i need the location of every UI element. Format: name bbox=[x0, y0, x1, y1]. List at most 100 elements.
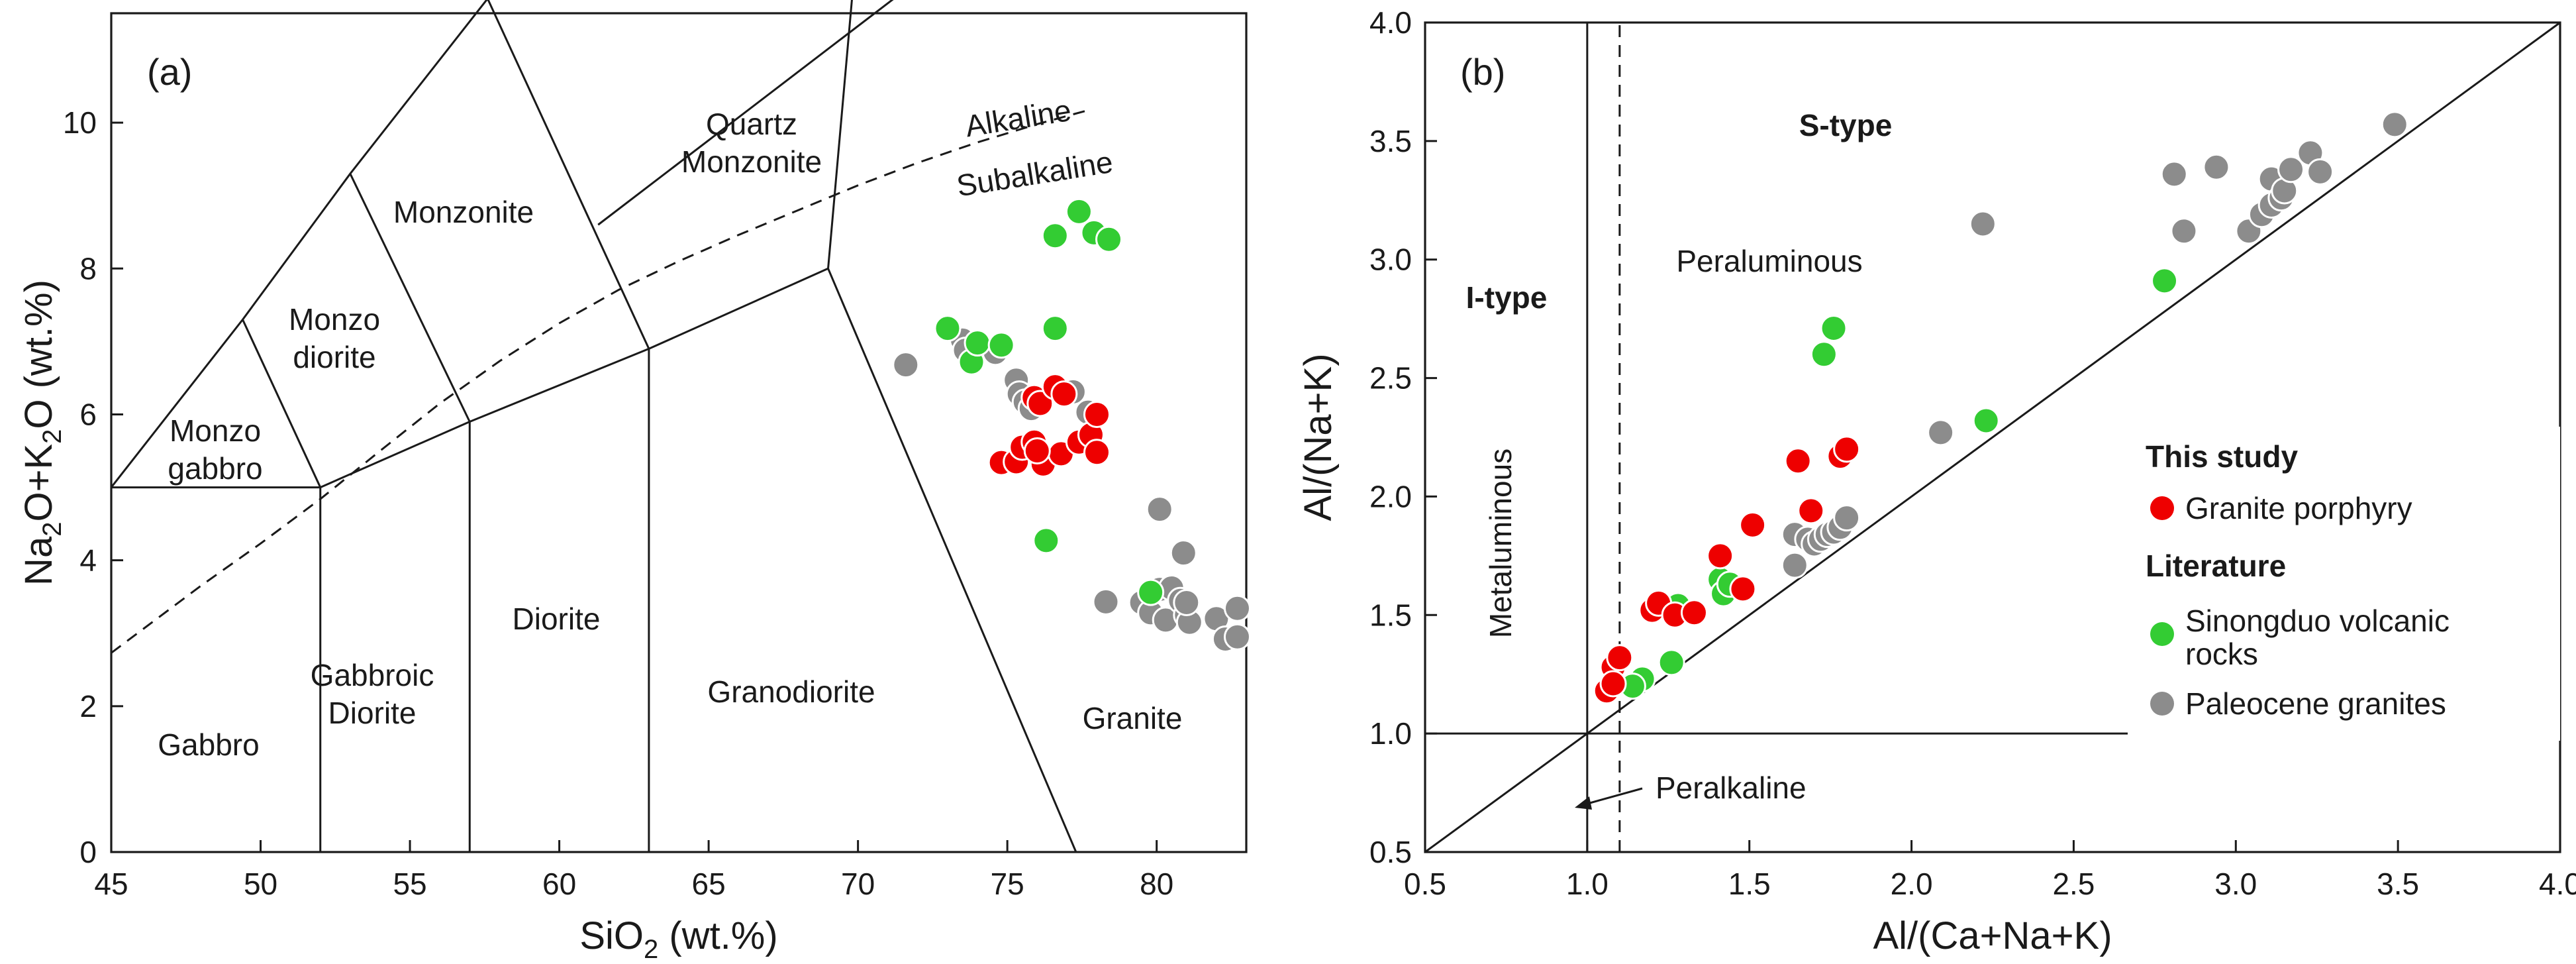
point-sinongduo-volcanic-rocks bbox=[1972, 407, 2000, 435]
field-peralkaline: Peralkaline bbox=[1656, 771, 1807, 805]
data-points-a bbox=[892, 197, 1251, 653]
x-tick-label-a: 75 bbox=[991, 867, 1024, 901]
y-axis-label-b: Al/(Na+K) bbox=[1297, 353, 1340, 521]
legend-group-this-study: This study bbox=[2146, 439, 2298, 474]
x-tick-label-b: 2.5 bbox=[2052, 867, 2095, 901]
tas-boundary-8 bbox=[827, 0, 853, 269]
field-monzo-gabbro-1: Monzo bbox=[170, 413, 261, 448]
point-granite-porphyry bbox=[1680, 599, 1708, 627]
y-tick-label-b: 0.5 bbox=[1369, 835, 1412, 869]
x-tick-label-a: 80 bbox=[1140, 867, 1173, 901]
field-monzo-gabbro-2: gabbro bbox=[168, 451, 262, 486]
point-sinongduo-volcanic-rocks bbox=[2151, 267, 2179, 295]
x-tick-label-b: 4.0 bbox=[2539, 867, 2576, 901]
field-quartz-monzonite-2: Monzonite bbox=[681, 144, 822, 179]
x-tick-label-b: 2.0 bbox=[1891, 867, 1933, 901]
point-paleocene-granites bbox=[2381, 111, 2408, 138]
legend-marker-paleocene bbox=[2150, 692, 2174, 716]
data-points-b bbox=[1593, 111, 2408, 705]
y-tick-label-b: 4.0 bbox=[1369, 5, 1412, 40]
field-monzo-diorite-2: diorite bbox=[293, 340, 375, 374]
y-axis-label-a: Na2O+K2O (wt.%) bbox=[17, 280, 67, 586]
point-granite-porphyry bbox=[1797, 497, 1825, 525]
point-granite-porphyry bbox=[1729, 575, 1757, 603]
alkaline-subalkaline-divider bbox=[111, 109, 1089, 654]
point-paleocene-granites bbox=[2306, 158, 2334, 186]
tas-boundary-0 bbox=[111, 267, 1077, 853]
point-granite-porphyry bbox=[1833, 435, 1861, 463]
point-sinongduo-volcanic-rocks bbox=[1095, 225, 1123, 253]
legend-item-sinongduo-2: rocks bbox=[2185, 637, 2258, 671]
point-granite-porphyry bbox=[1707, 542, 1734, 570]
x-axis-label-b: Al/(Ca+Na+K) bbox=[1873, 914, 2112, 957]
panel-label-a: (a) bbox=[147, 51, 192, 93]
point-sinongduo-volcanic-rocks bbox=[934, 315, 962, 343]
point-granite-porphyry bbox=[1083, 439, 1111, 466]
point-granite-porphyry bbox=[1023, 437, 1051, 465]
point-paleocene-granites bbox=[1092, 588, 1120, 616]
tas-boundary-9 bbox=[597, 0, 894, 226]
point-paleocene-granites bbox=[1146, 496, 1173, 523]
x-tick-label-a: 60 bbox=[542, 867, 576, 901]
point-paleocene-granites bbox=[1223, 594, 1251, 622]
axis-ticks-b: 0.5 1.0 1.5 2.0 2.5 3.0 3.5 4.0 0.5 1.0 1.5 2.0 2.5 3… bbox=[1369, 5, 2576, 901]
y-tick-label-b: 2.0 bbox=[1369, 479, 1412, 513]
point-paleocene-granites bbox=[1781, 551, 1808, 579]
plot-frame-a bbox=[110, 12, 1248, 853]
x-tick-label-b: 1.5 bbox=[1728, 867, 1771, 901]
y-tick-label-b: 1.5 bbox=[1369, 598, 1412, 632]
y-tick-label-a: 0 bbox=[79, 835, 97, 869]
y-tick-label-a: 2 bbox=[79, 689, 97, 723]
legend-item-paleocene: Paleocene granites bbox=[2185, 686, 2446, 721]
point-granite-porphyry bbox=[1739, 511, 1767, 539]
point-paleocene-granites bbox=[2170, 217, 2198, 245]
legend: This study Granite porphyry Literature S… bbox=[2128, 427, 2560, 741]
field-metaluminous: Metaluminous bbox=[1483, 449, 1518, 638]
x-tick-label-b: 3.5 bbox=[2377, 867, 2419, 901]
arrow-icon bbox=[1575, 787, 1643, 810]
axis-ticks-a: 45 50 55 60 65 70 75 80 0 2 4 6 8 10 bbox=[63, 105, 1173, 901]
point-granite-porphyry bbox=[1784, 447, 1812, 475]
field-granodiorite: Granodiorite bbox=[707, 674, 875, 709]
field-gabbro: Gabbro bbox=[158, 727, 259, 762]
legend-item-sinongduo-1: Sinongduo volcanic bbox=[2185, 604, 2450, 638]
point-paleocene-granites bbox=[1969, 210, 1997, 238]
point-granite-porphyry bbox=[1606, 644, 1634, 672]
legend-marker-granite-porphyry bbox=[2150, 496, 2174, 520]
point-paleocene-granites bbox=[2277, 156, 2305, 184]
point-paleocene-granites bbox=[2160, 160, 2188, 188]
y-tick-label-a: 8 bbox=[79, 251, 97, 286]
tas-boundary-5 bbox=[242, 319, 322, 488]
point-sinongduo-volcanic-rocks bbox=[1658, 649, 1685, 676]
point-sinongduo-volcanic-rocks bbox=[1810, 341, 1838, 368]
field-s-type: S-type bbox=[1799, 108, 1893, 142]
field-monzonite: Monzonite bbox=[393, 195, 534, 229]
x-axis-label-a: SiO2 (wt.%) bbox=[579, 914, 777, 964]
point-paleocene-granites bbox=[2203, 153, 2230, 181]
y-tick-label-a: 4 bbox=[79, 543, 97, 578]
x-tick-label-a: 65 bbox=[692, 867, 726, 901]
x-tick-label-b: 1.0 bbox=[1566, 867, 1609, 901]
point-sinongduo-volcanic-rocks bbox=[964, 329, 991, 357]
point-paleocene-granites bbox=[1173, 589, 1201, 617]
point-granite-porphyry bbox=[1026, 390, 1054, 417]
field-peraluminous: Peraluminous bbox=[1676, 244, 1862, 278]
point-sinongduo-volcanic-rocks bbox=[1041, 315, 1069, 343]
point-paleocene-granites bbox=[1223, 623, 1251, 651]
x-tick-label-a: 45 bbox=[94, 867, 128, 901]
point-sinongduo-volcanic-rocks bbox=[987, 331, 1015, 359]
point-paleocene-granites bbox=[892, 351, 920, 379]
point-sinongduo-volcanic-rocks bbox=[1032, 527, 1060, 555]
y-tick-label-b: 3.5 bbox=[1369, 124, 1412, 158]
field-i-type: I-type bbox=[1466, 280, 1548, 315]
legend-marker-sinongduo bbox=[2150, 622, 2174, 646]
legend-item-granite-porphyry: Granite porphyry bbox=[2185, 491, 2412, 525]
field-alkaline: Alkaline bbox=[963, 93, 1073, 144]
x-tick-label-a: 70 bbox=[841, 867, 875, 901]
y-tick-label-b: 3.0 bbox=[1369, 242, 1412, 277]
field-subalkaline: Subalkaline bbox=[954, 144, 1115, 203]
point-sinongduo-volcanic-rocks bbox=[1137, 578, 1165, 606]
field-diorite: Diorite bbox=[513, 602, 601, 636]
legend-group-literature: Literature bbox=[2146, 549, 2286, 583]
field-gabbroic-diorite-2: Diorite bbox=[328, 696, 417, 730]
